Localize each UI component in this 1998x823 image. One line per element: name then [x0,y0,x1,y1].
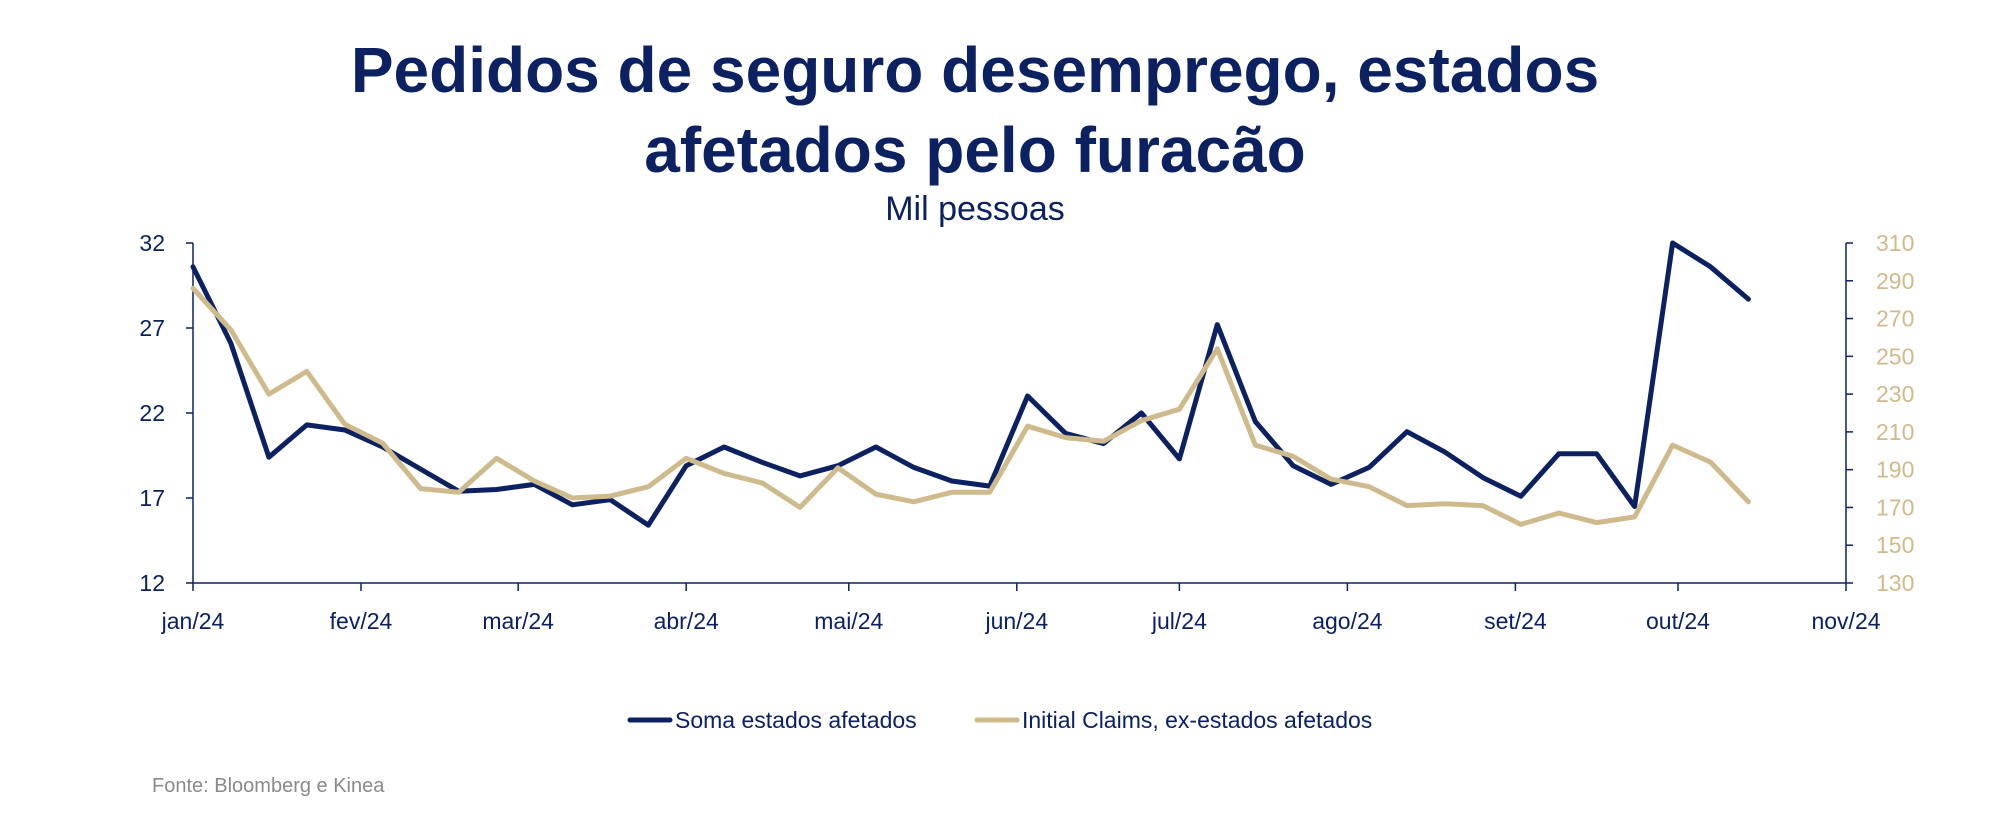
x-tick-label: fev/24 [330,608,393,634]
y-right-tick-label: 310 [1876,230,1914,256]
y-right-tick-label: 130 [1876,570,1914,596]
y-right-tick-label: 270 [1876,306,1914,332]
x-tick-label: jan/24 [161,608,225,634]
series-line-initial-claims-ex-estados [190,285,1751,527]
x-tick-label: abr/24 [654,608,719,634]
y-right-tick-label: 290 [1876,268,1914,294]
x-tick-label: jun/24 [984,608,1048,634]
y-right-tick-label: 190 [1876,457,1914,483]
chart-title: Pedidos de seguro desemprego, estados af… [0,30,1950,190]
x-tick-label: nov/24 [1811,608,1880,634]
x-tick-label: jul/24 [1151,608,1207,634]
chart-subtitle: Mil pessoas [885,190,1065,228]
x-tick-label: mai/24 [814,608,883,634]
y-left-tick-label: 12 [139,570,165,596]
y-right-tick-label: 230 [1876,381,1914,407]
x-tick-label: out/24 [1646,608,1710,634]
y-left-tick-label: 27 [139,315,165,341]
x-tick-label: set/24 [1484,608,1547,634]
y-left-tick-label: 17 [139,485,165,511]
legend-label: Initial Claims, ex-estados afetados [1022,707,1372,733]
source-note: Fonte: Bloomberg e Kinea [152,775,385,797]
y-right-tick-label: 210 [1876,419,1914,445]
chart-title-line-1: Pedidos de seguro desemprego, estados [350,34,1600,106]
y-right-tick-label: 250 [1876,343,1914,369]
y-left-tick-label: 32 [139,230,165,256]
x-tick-label: mar/24 [482,608,554,634]
y-right-tick-label: 170 [1876,494,1914,520]
x-tick-label: ago/24 [1312,608,1383,634]
legend-label: Soma estados afetados [675,707,917,733]
series-line-soma-estados-afetados [190,240,1751,528]
y-left-tick-label: 22 [139,400,165,426]
chart-title-line-2: afetados pelo furacão [644,114,1306,186]
y-right-tick-label: 150 [1876,532,1914,558]
